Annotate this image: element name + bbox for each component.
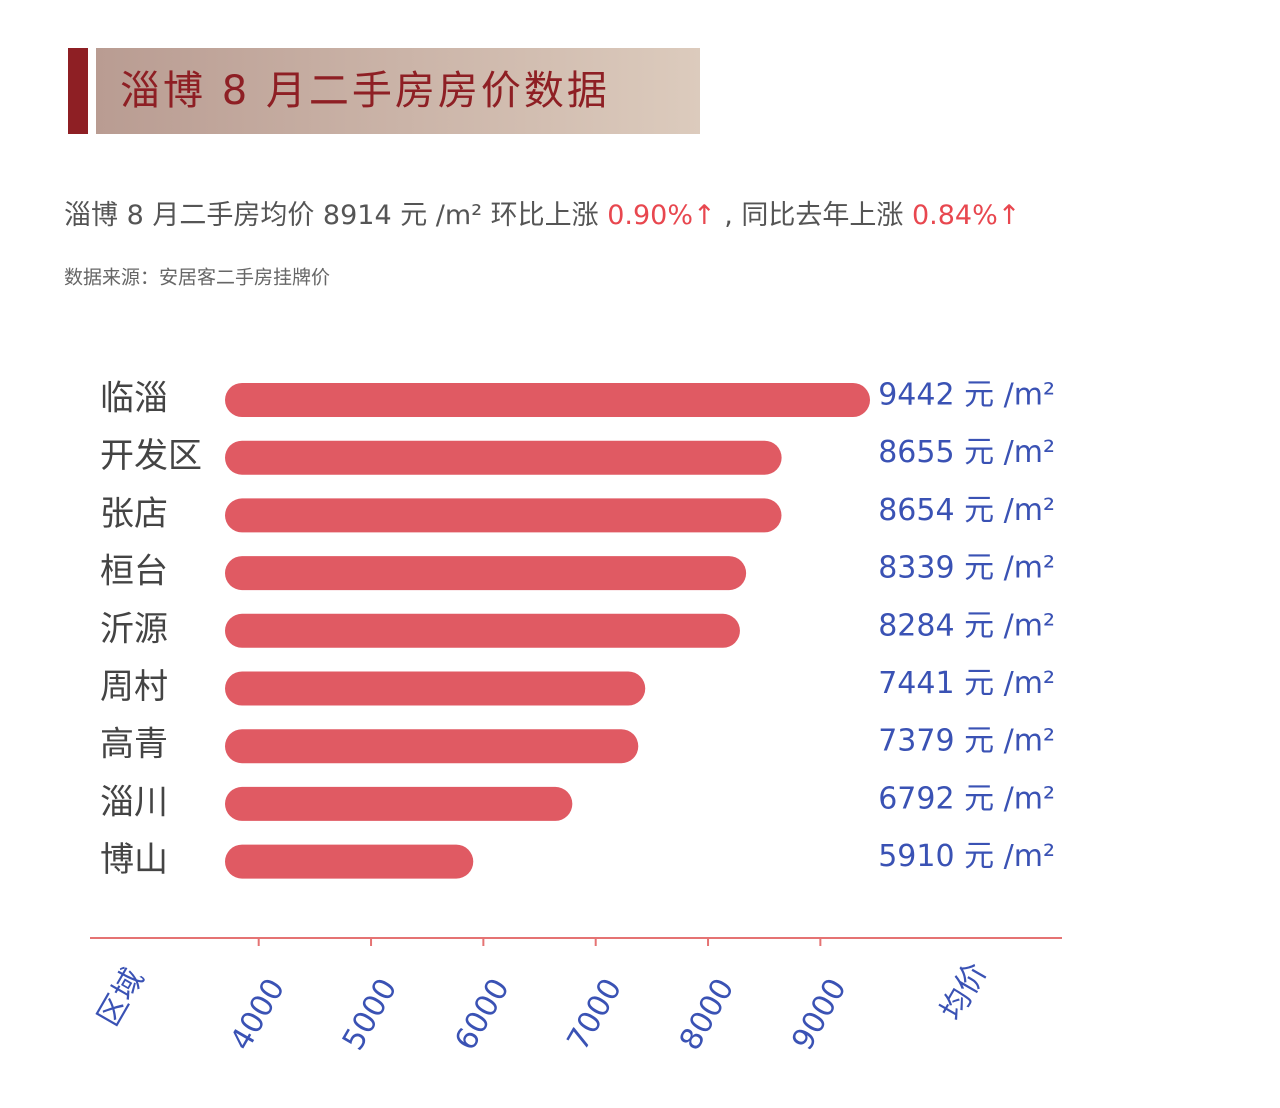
category-label: 淄川 bbox=[100, 782, 168, 822]
value-label: 8655 元 /m² bbox=[878, 435, 1055, 470]
category-label: 张店 bbox=[100, 494, 168, 534]
category-label: 博山 bbox=[100, 840, 168, 880]
value-label: 6792 元 /m² bbox=[878, 781, 1055, 816]
value-label: 7441 元 /m² bbox=[878, 666, 1055, 701]
bar bbox=[225, 383, 871, 417]
value-label: 5910 元 /m² bbox=[878, 839, 1055, 874]
bar bbox=[225, 844, 474, 879]
subtitle-part: 0.84%↑ bbox=[912, 200, 1020, 231]
value-axis-label: 均价 bbox=[934, 957, 994, 1026]
bar bbox=[225, 613, 740, 648]
subtitle-part: , 同比去年上涨 bbox=[716, 200, 912, 231]
value-label: 8654 元 /m² bbox=[878, 493, 1055, 528]
category-label: 沂源 bbox=[100, 609, 168, 649]
x-tick-label: 6000 bbox=[448, 973, 516, 1057]
subtitle-part: 0.90%↑ bbox=[607, 200, 715, 231]
title-box bbox=[96, 48, 700, 134]
subtitle: 淄博 8 月二手房均价 8914 元 /m² 环比上涨 0.90%↑ , 同比去… bbox=[64, 200, 1020, 231]
bar bbox=[225, 556, 747, 591]
value-label: 9442 元 /m² bbox=[878, 378, 1055, 413]
category-label: 周村 bbox=[100, 667, 168, 707]
bar bbox=[225, 786, 573, 821]
value-label: 7379 元 /m² bbox=[878, 724, 1055, 759]
x-tick-label: 5000 bbox=[336, 973, 404, 1057]
category-label: 桓台 bbox=[100, 552, 168, 592]
category-label: 临淄 bbox=[100, 379, 168, 419]
bar bbox=[225, 671, 646, 706]
x-tick-label: 8000 bbox=[673, 973, 741, 1057]
category-label: 开发区 bbox=[100, 436, 202, 476]
title-accent bbox=[68, 48, 88, 134]
x-tick-label: 4000 bbox=[224, 973, 292, 1057]
bar bbox=[225, 440, 782, 475]
source: 数据来源：安居客二手房挂牌价 bbox=[64, 267, 330, 289]
subtitle-part: 淄博 8 月二手房均价 8914 元 /m² 环比上涨 bbox=[64, 200, 607, 231]
chart-title: 淄博 8 月二手房房价数据 bbox=[120, 68, 610, 114]
value-label: 8284 元 /m² bbox=[878, 608, 1055, 643]
category-axis-label: 区域 bbox=[91, 963, 151, 1032]
category-label: 高青 bbox=[100, 725, 168, 765]
x-tick-label: 7000 bbox=[561, 973, 629, 1057]
bar bbox=[225, 729, 639, 764]
x-tick-label: 9000 bbox=[785, 973, 853, 1057]
value-label: 8339 元 /m² bbox=[878, 551, 1055, 586]
bar bbox=[225, 498, 782, 533]
